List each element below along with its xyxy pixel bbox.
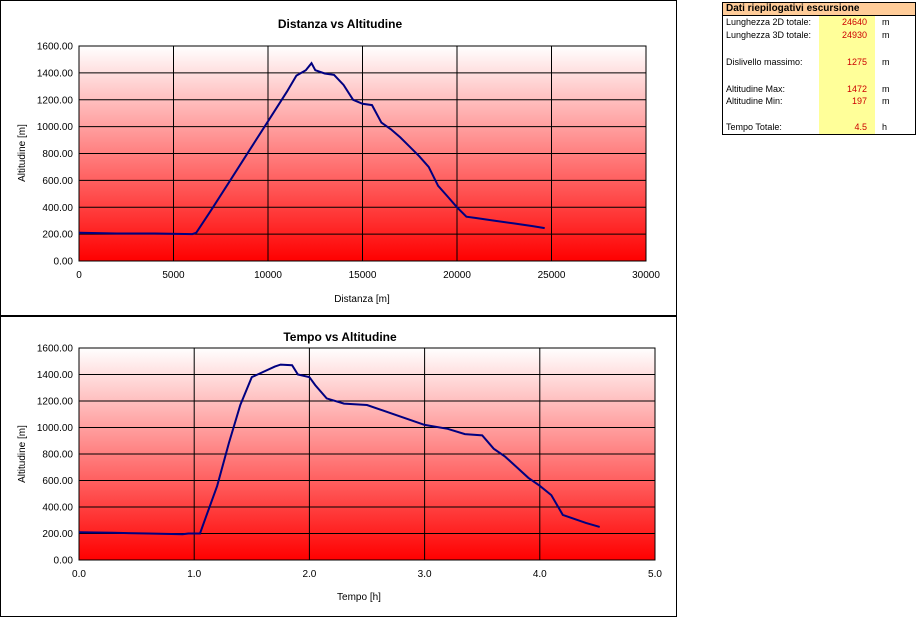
row-label: Altitudine Min: [726, 96, 783, 106]
row-unit: m [882, 84, 890, 94]
y-axis-label: Altitudine [m] [17, 425, 28, 483]
y-tick-label: 1000.00 [37, 423, 74, 434]
y-tick-label: 0.00 [54, 556, 74, 567]
x-tick-label: 1.0 [187, 569, 201, 580]
x-axis-label: Distanza [m] [334, 294, 390, 305]
y-tick-label: 1400.00 [37, 68, 74, 79]
altitude-line [78, 61, 545, 236]
y-tick-label: 800.00 [42, 450, 73, 461]
summary-row-total-time: Tempo Totale: 4.5 h [723, 122, 915, 133]
x-axis-label: Tempo [h] [337, 592, 381, 603]
x-tick-label: 2.0 [302, 569, 316, 580]
time-altitude-chart: Tempo vs Altitudine 0.00 200.00 400.00 600.… [0, 316, 677, 617]
row-value: 1275 [846, 57, 867, 67]
chart-title: Distanza vs Altitudine [278, 17, 403, 31]
row-value: 1472 [846, 84, 867, 94]
y-tick-labels: 0.00 200.00 400.00 600.00 800.00 1000.00 1200.… [37, 344, 74, 567]
row-label: Altitudine Max: [726, 84, 786, 94]
summary-row-elevation-gain: Dislivello massimo: 1275 m [723, 57, 915, 68]
y-tick-label: 400.00 [42, 203, 73, 214]
y-tick-label: 1200.00 [37, 397, 74, 408]
row-unit: m [882, 30, 890, 40]
x-tick-label: 10000 [254, 270, 282, 281]
x-tick-label: 15000 [349, 270, 377, 281]
x-tick-label: 5000 [162, 270, 185, 281]
x-tick-label: 3.0 [418, 569, 432, 580]
y-tick-label: 600.00 [42, 476, 73, 487]
summary-row-length-3d: Lunghezza 3D totale: 24930 m [723, 30, 915, 41]
row-unit: h [882, 122, 888, 132]
grid-lines [79, 348, 655, 560]
y-tick-label: 1400.00 [37, 370, 74, 381]
row-unit: m [882, 17, 890, 27]
y-axis-label: Altitudine [m] [17, 124, 28, 182]
y-tick-label: 200.00 [42, 230, 73, 241]
altitude-line [78, 363, 600, 536]
row-value: 24640 [841, 17, 867, 27]
x-tick-label: 5.0 [648, 569, 662, 580]
y-tick-label: 600.00 [42, 176, 73, 187]
row-value: 197 [851, 96, 867, 106]
distance-altitude-svg: Distanza vs Altitudine 0.00 200.00 400.00 6… [17, 17, 660, 305]
value-column [819, 16, 875, 134]
row-label: Dislivello massimo: [726, 57, 803, 67]
x-tick-label: 0 [76, 270, 82, 281]
x-tick-label: 20000 [443, 270, 471, 281]
y-tick-label: 1200.00 [37, 95, 74, 106]
y-tick-label: 0.00 [54, 257, 74, 268]
row-unit: m [882, 57, 890, 67]
plot-border [78, 347, 656, 561]
row-value: 4.5 [854, 122, 867, 132]
row-label: Lunghezza 2D totale: [726, 17, 812, 27]
x-tick-labels: 0.0 1.0 2.0 3.0 4.0 5.0 [72, 569, 662, 580]
row-label: Lunghezza 3D totale: [726, 30, 812, 40]
grid-lines [79, 46, 646, 261]
y-tick-label: 1600.00 [37, 42, 74, 53]
chart-title: Tempo vs Altitudine [283, 330, 397, 344]
x-tick-label: 25000 [538, 270, 566, 281]
y-tick-label: 1000.00 [37, 122, 74, 133]
x-tick-labels: 0 5000 10000 15000 20000 25000 30000 [76, 270, 660, 281]
distance-altitude-chart: Distanza vs Altitudine 0.00 200.00 400.00 6… [0, 0, 677, 316]
y-tick-labels: 0.00 200.00 400.00 600.00 800.00 1000.00 1200.… [37, 42, 74, 268]
row-unit: m [882, 96, 890, 106]
x-tick-label: 30000 [632, 270, 660, 281]
summary-row-altitude-min: Altitudine Min: 197 m [723, 96, 915, 107]
summary-row-altitude-max: Altitudine Max: 1472 m [723, 84, 915, 95]
summary-row-length-2d: Lunghezza 2D totale: 24640 m [723, 17, 915, 28]
time-altitude-svg: Tempo vs Altitudine 0.00 200.00 400.00 600.… [17, 330, 662, 603]
y-tick-label: 800.00 [42, 149, 73, 160]
y-tick-label: 400.00 [42, 503, 73, 514]
row-value: 24930 [841, 30, 867, 40]
x-tick-label: 0.0 [72, 569, 86, 580]
y-tick-label: 200.00 [42, 529, 73, 540]
row-label: Tempo Totale: [726, 122, 782, 132]
y-tick-label: 1600.00 [37, 344, 74, 355]
plot-border [78, 45, 647, 262]
summary-header: Dati riepilogativi escursione [723, 3, 915, 16]
x-tick-label: 4.0 [533, 569, 547, 580]
summary-table: Dati riepilogativi escursione Lunghezza … [722, 2, 916, 135]
